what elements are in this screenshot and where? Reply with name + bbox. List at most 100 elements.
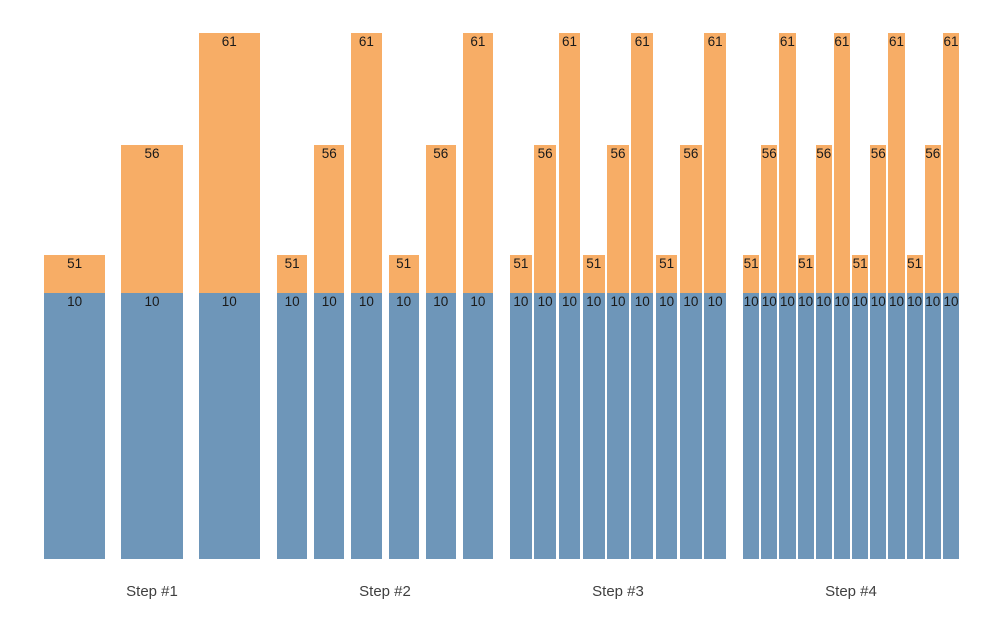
bar-base-label: 10: [779, 294, 795, 309]
bar-base-segment: 10: [815, 293, 832, 559]
bar-top-segment: 56: [121, 145, 183, 293]
bar-base-label: 10: [907, 294, 923, 309]
bar-top-label: 56: [433, 146, 449, 161]
bar-base-label: 10: [683, 294, 699, 309]
bar-base-segment: 10: [425, 293, 456, 559]
bar-top-segment: 61: [462, 33, 494, 293]
bar-top-label: 51: [743, 256, 759, 271]
bar-top-segment: 56: [924, 145, 941, 293]
bar-top-segment: 61: [558, 33, 581, 293]
facet-caption: Step #2: [359, 583, 411, 600]
bar-top-segment: 61: [779, 33, 796, 293]
bar-base-label: 10: [396, 294, 412, 309]
bar: 61 10: [462, 33, 494, 559]
bar: 56 10: [679, 145, 702, 559]
bar-top-label: 56: [925, 146, 941, 161]
bar-top-label: 56: [870, 146, 886, 161]
bar-top-segment: 51: [510, 255, 532, 293]
bar: 51 10: [510, 255, 532, 559]
bar: 56 10: [815, 145, 832, 559]
bar-base-label: 10: [659, 294, 675, 309]
facet-caption: Step #3: [592, 583, 644, 600]
bar-base-label: 10: [743, 294, 759, 309]
bar-base-label: 10: [321, 294, 337, 309]
bar-top-label: 61: [470, 34, 486, 49]
bar-base-segment: 10: [607, 293, 629, 559]
bar-top-label: 61: [888, 34, 904, 49]
bar: 61 10: [942, 33, 960, 559]
bar: 56 10: [314, 145, 345, 559]
bar-base-segment: 10: [277, 293, 308, 559]
bar-base-segment: 10: [704, 293, 727, 559]
bar: 51 10: [797, 255, 814, 559]
bar-base-segment: 10: [510, 293, 532, 559]
bar-top-segment: 51: [277, 255, 308, 293]
bar-base-segment: 10: [534, 293, 557, 559]
bar: 56 10: [425, 145, 456, 559]
bar-top-segment: 51: [852, 255, 869, 293]
bar-top-label: 61: [779, 34, 795, 49]
bar-base-segment: 10: [924, 293, 941, 559]
bar-base-label: 10: [610, 294, 626, 309]
bar-base-label: 10: [761, 294, 777, 309]
bar-base-segment: 10: [761, 293, 778, 559]
bar-base-segment: 10: [462, 293, 494, 559]
bar-top-segment: 61: [833, 33, 851, 293]
bar: 61 10: [704, 33, 727, 559]
bar-top-segment: 56: [761, 145, 778, 293]
bar-top-segment: 61: [351, 33, 382, 293]
bar-top-segment: 51: [743, 255, 760, 293]
bar-base-segment: 10: [121, 293, 183, 559]
bar-base-segment: 10: [797, 293, 814, 559]
bar-base-segment: 10: [582, 293, 605, 559]
bar-base-label: 10: [707, 294, 723, 309]
bar-base-label: 10: [870, 294, 886, 309]
bar-base-label: 10: [513, 294, 529, 309]
bar-top-segment: 61: [942, 33, 960, 293]
bar-base-label: 10: [634, 294, 650, 309]
bar: 61 10: [779, 33, 796, 559]
bar-top-label: 56: [683, 146, 699, 161]
bar-base-segment: 10: [888, 293, 905, 559]
facet-caption: Step #1: [126, 583, 178, 600]
bar: 51 10: [277, 255, 308, 559]
bar: 56 10: [761, 145, 778, 559]
bar-base-segment: 10: [558, 293, 581, 559]
bar-base-segment: 10: [351, 293, 382, 559]
bar-top-label: 51: [659, 256, 675, 271]
bar: 61 10: [833, 33, 851, 559]
bar-base-label: 10: [144, 294, 160, 309]
bar-top-label: 61: [943, 34, 959, 49]
bar-base-label: 10: [925, 294, 941, 309]
bar-base-segment: 10: [631, 293, 654, 559]
bar-base-segment: 10: [655, 293, 678, 559]
bar-top-segment: 56: [425, 145, 456, 293]
bar-top-segment: 61: [631, 33, 654, 293]
bar-base-segment: 10: [198, 293, 260, 559]
bar-top-segment: 56: [679, 145, 702, 293]
bar-top-segment: 56: [534, 145, 557, 293]
bar: 56 10: [607, 145, 629, 559]
bar-top-label: 61: [634, 34, 650, 49]
bar-top-label: 61: [561, 34, 577, 49]
bar-base-label: 10: [834, 294, 850, 309]
bar-top-segment: 61: [888, 33, 905, 293]
bar: 61 10: [888, 33, 905, 559]
bar-base-label: 10: [798, 294, 814, 309]
bar-top-label: 56: [816, 146, 832, 161]
bar: 51 10: [906, 255, 923, 559]
bar: 56 10: [870, 145, 887, 559]
bar-base-label: 10: [852, 294, 868, 309]
bar-top-segment: 51: [388, 255, 419, 293]
bar-top-segment: 51: [44, 255, 106, 293]
bar-top-segment: 56: [607, 145, 629, 293]
bar-base-segment: 10: [942, 293, 960, 559]
bar-base-label: 10: [561, 294, 577, 309]
bar: 51 10: [388, 255, 419, 559]
bar: 61 10: [351, 33, 382, 559]
bar: 51 10: [582, 255, 605, 559]
bar-top-label: 51: [67, 256, 83, 271]
bar-base-label: 10: [358, 294, 374, 309]
bar: 51 10: [44, 255, 106, 559]
bar-top-label: 56: [761, 146, 777, 161]
